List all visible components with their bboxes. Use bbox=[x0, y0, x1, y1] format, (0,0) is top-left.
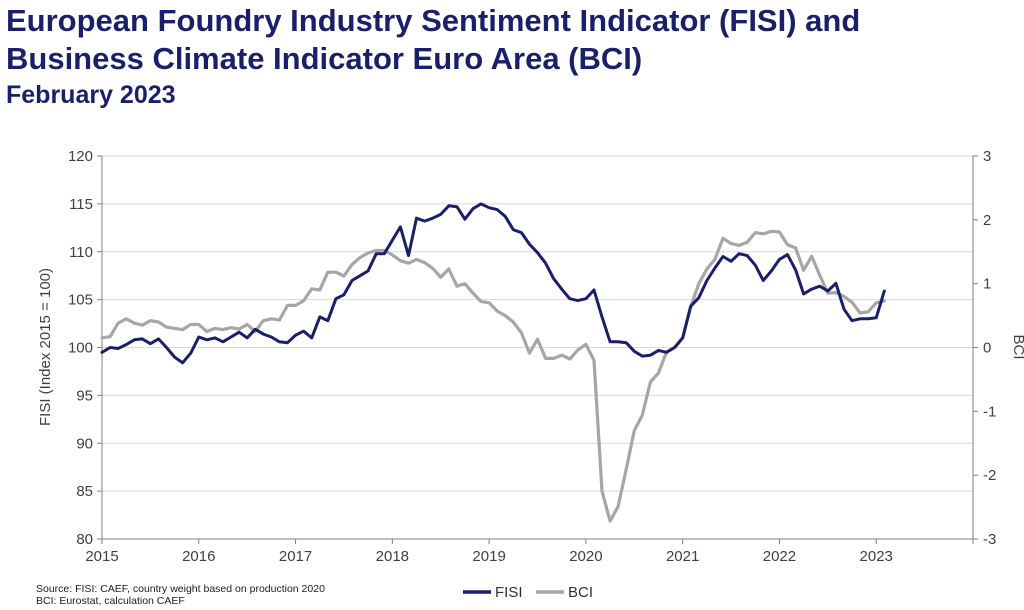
y2-tick-label: 3 bbox=[983, 148, 991, 165]
x-tick-label: 2020 bbox=[569, 548, 602, 565]
series-lines bbox=[100, 202, 886, 523]
y-tick-label: 110 bbox=[69, 244, 93, 261]
y2-tick-label: -1 bbox=[983, 403, 996, 420]
chart-subtitle: February 2023 bbox=[6, 81, 176, 109]
gridlines bbox=[102, 155, 973, 492]
tick-labels: 80 85 90 95 100 105 110 115 120 -3 -2 -1 0 1 2 3 2015 201… bbox=[68, 148, 996, 565]
chart-title: European Foundry Industry Sentiment Indi… bbox=[6, 2, 1016, 78]
y-tick-label: 115 bbox=[69, 196, 93, 213]
source-line-1: Source: FISI: CAEF, country weight based… bbox=[36, 583, 325, 595]
x-tick-label: 2023 bbox=[860, 548, 893, 565]
y-tick-label: 80 bbox=[76, 531, 93, 548]
legend-fisi-label: FISI bbox=[495, 584, 523, 601]
chart-title-line1: European Foundry Industry Sentiment Indi… bbox=[6, 3, 861, 38]
y2-tick-label: -3 bbox=[983, 531, 996, 548]
series-line-fisi bbox=[100, 202, 886, 365]
y-tick-label: 100 bbox=[68, 340, 93, 357]
y2-tick-label: -2 bbox=[983, 467, 996, 484]
y-tick-label: 85 bbox=[76, 483, 93, 500]
x-tick-label: 2015 bbox=[85, 548, 118, 565]
chart-title-line2: Business Climate Indicator Euro Area (BC… bbox=[6, 41, 643, 76]
y2-axis-label: BCI bbox=[1010, 334, 1024, 359]
x-tick-label: 2021 bbox=[666, 548, 699, 565]
y-tick-label: 95 bbox=[76, 387, 93, 404]
y2-tick-label: 1 bbox=[983, 276, 991, 293]
legend: FISI BCI bbox=[463, 584, 593, 601]
legend-bci-label: BCI bbox=[568, 584, 593, 601]
y-axis-label: FISI (Index 2015 = 100) bbox=[37, 268, 54, 426]
y-tick-label: 90 bbox=[76, 435, 93, 452]
x-tick-label: 2018 bbox=[376, 548, 409, 565]
x-tick-label: 2022 bbox=[763, 548, 796, 565]
y2-tick-label: 0 bbox=[983, 340, 991, 357]
y2-tick-label: 2 bbox=[983, 212, 991, 229]
series-line-bci bbox=[100, 229, 886, 523]
x-tick-label: 2016 bbox=[182, 548, 215, 565]
x-tick-label: 2017 bbox=[279, 548, 312, 565]
source-line-2: BCI: Eurostat, calculation CAEF bbox=[36, 595, 185, 607]
source-note: Source: FISI: CAEF, country weight based… bbox=[36, 583, 325, 607]
x-tick-label: 2019 bbox=[472, 548, 505, 565]
y-tick-label: 105 bbox=[68, 292, 93, 309]
axes bbox=[97, 155, 978, 544]
y-tick-label: 120 bbox=[68, 148, 93, 165]
